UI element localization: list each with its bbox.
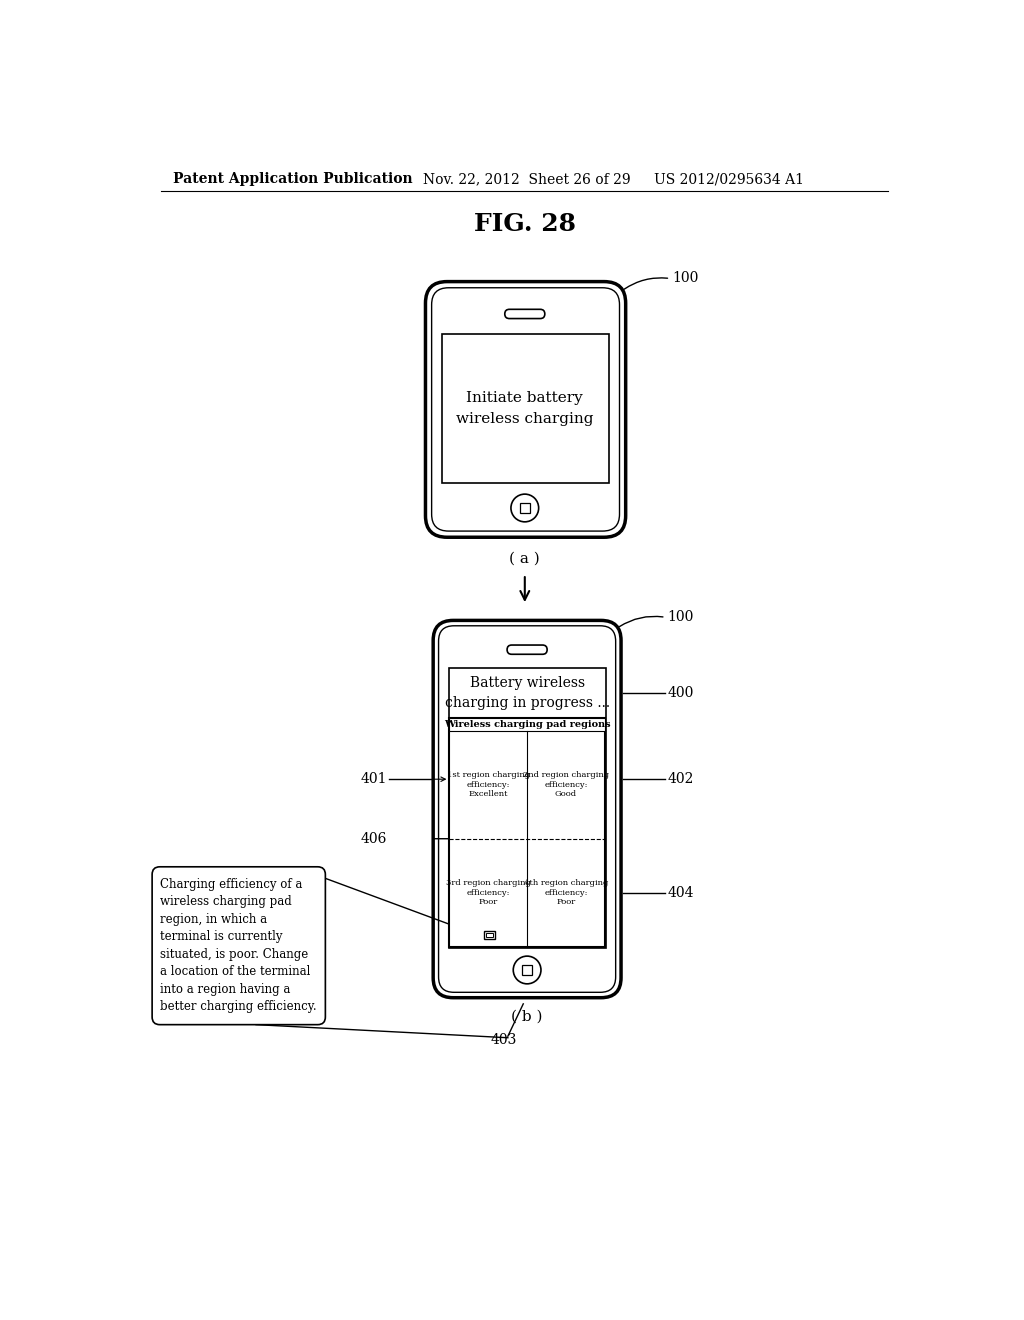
- Text: US 2012/0295634 A1: US 2012/0295634 A1: [654, 172, 804, 186]
- Bar: [450, 718, 605, 730]
- Text: Nov. 22, 2012  Sheet 26 of 29: Nov. 22, 2012 Sheet 26 of 29: [423, 172, 631, 186]
- Text: 406: 406: [360, 832, 387, 846]
- Text: 403: 403: [490, 1034, 517, 1047]
- Text: 2nd region charging
efficiency:
Good: 2nd region charging efficiency: Good: [523, 771, 609, 799]
- FancyBboxPatch shape: [433, 620, 621, 998]
- Text: FIG. 28: FIG. 28: [474, 211, 575, 236]
- Bar: [449, 668, 605, 948]
- Circle shape: [513, 956, 541, 983]
- Text: 404: 404: [668, 886, 693, 900]
- Text: 1st region charging
efficiency:
Excellent: 1st region charging efficiency: Excellen…: [446, 771, 529, 799]
- Text: Wireless charging pad regions: Wireless charging pad regions: [443, 719, 610, 729]
- Text: 401: 401: [360, 772, 387, 787]
- Bar: [522, 965, 532, 975]
- FancyBboxPatch shape: [425, 281, 626, 537]
- Bar: [486, 933, 494, 937]
- Bar: [442, 334, 608, 483]
- Text: Battery wireless
charging in progress ...: Battery wireless charging in progress ..…: [444, 676, 609, 710]
- Text: 4th region charging
efficiency:
Poor: 4th region charging efficiency: Poor: [524, 879, 608, 907]
- Text: 100: 100: [668, 610, 693, 623]
- Text: ( b ): ( b ): [511, 1010, 543, 1024]
- Text: 400: 400: [668, 686, 693, 700]
- Circle shape: [511, 494, 539, 521]
- FancyBboxPatch shape: [507, 645, 547, 655]
- Bar: [484, 931, 496, 940]
- Bar: [450, 718, 605, 946]
- Text: Patent Application Publication: Patent Application Publication: [173, 172, 413, 186]
- FancyBboxPatch shape: [432, 288, 620, 531]
- Text: 402: 402: [668, 772, 693, 787]
- FancyBboxPatch shape: [438, 626, 615, 993]
- Text: ( a ): ( a ): [509, 552, 541, 566]
- Text: 100: 100: [672, 271, 698, 285]
- FancyBboxPatch shape: [153, 867, 326, 1024]
- Text: Charging efficiency of a
wireless charging pad
region, in which a
terminal is cu: Charging efficiency of a wireless chargi…: [160, 878, 316, 1014]
- Text: Initiate battery
wireless charging: Initiate battery wireless charging: [456, 391, 594, 426]
- Bar: [520, 503, 529, 513]
- FancyBboxPatch shape: [505, 309, 545, 318]
- Text: 3rd region charging
efficiency:
Poor: 3rd region charging efficiency: Poor: [445, 879, 530, 907]
